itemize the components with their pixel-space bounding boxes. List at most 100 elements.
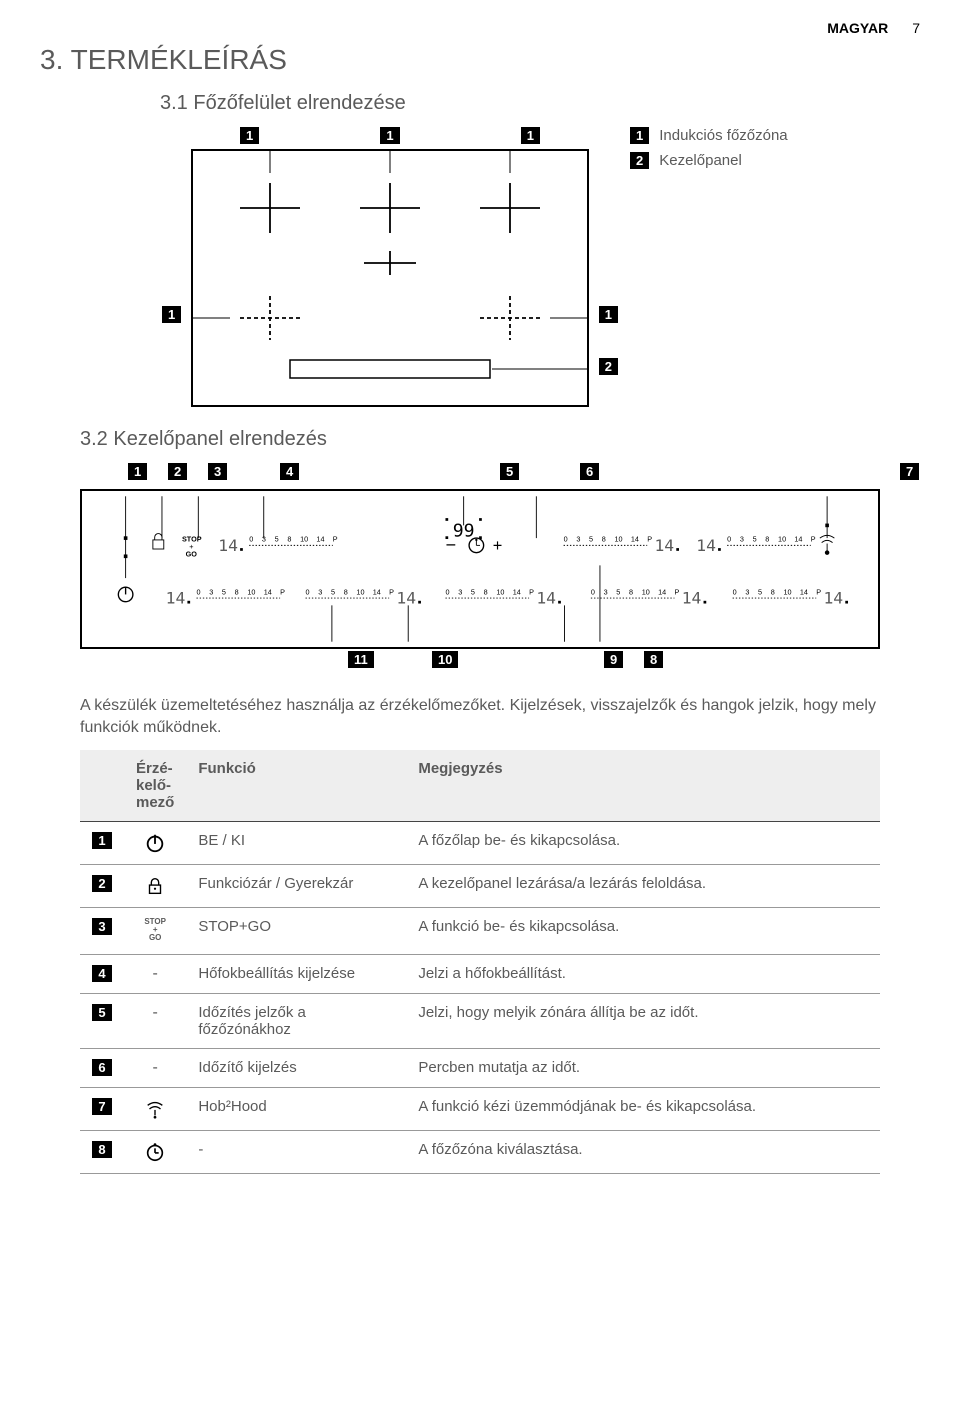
svg-text:8: 8 [602, 535, 606, 544]
row-num: 2 [92, 875, 111, 892]
svg-text:14: 14 [396, 589, 416, 608]
row-icon-dash: - [124, 954, 186, 993]
legend-num-2: 2 [630, 152, 649, 169]
svg-text:10: 10 [247, 587, 255, 596]
legend-item-1: 1 Indukciós főzőzóna [630, 127, 788, 144]
table-row: 2Funkciózár / GyerekzárA kezelőpanel lez… [80, 864, 880, 907]
legend-text-2: Kezelőpanel [659, 152, 742, 169]
legend-item-2: 2 Kezelőpanel [630, 152, 788, 169]
row-note: A funkció kézi üzemmódjának be- és kikap… [406, 1087, 880, 1130]
svg-text:0: 0 [249, 535, 253, 544]
row-num: 7 [92, 1098, 111, 1115]
th-function: Funkció [186, 750, 406, 822]
panel-callout-1: 1 [128, 463, 147, 480]
th-blank [80, 750, 124, 822]
svg-text:5: 5 [222, 587, 226, 596]
svg-text:0: 0 [445, 587, 449, 596]
section-32-description: A készülék üzemeltetéséhez használja az … [80, 695, 880, 740]
panel-callout-5: 5 [500, 463, 519, 480]
section-31-title: 3.1 Főzőfelület elrendezése [160, 92, 920, 115]
panel-callout-10: 10 [432, 651, 458, 668]
svg-text:14: 14 [682, 589, 702, 608]
row-icon-stopgo: STOP+GO [124, 907, 186, 954]
row-function: Időzítés jelzők a főzőzónákhoz [186, 993, 406, 1048]
page-number: 7 [912, 20, 920, 36]
panel-callout-11: 11 [348, 651, 374, 668]
zone-label-1c: 1 [521, 127, 540, 144]
svg-text:P: P [389, 587, 394, 596]
control-panel-diagram: 1234567 STOP + [80, 463, 880, 675]
svg-text:10: 10 [778, 535, 786, 544]
svg-text:0: 0 [196, 587, 200, 596]
panel-callout-2: 2 [168, 463, 187, 480]
row-icon-power [124, 821, 186, 864]
svg-text:5: 5 [753, 535, 757, 544]
svg-text:8: 8 [771, 587, 775, 596]
row-note: A főzőlap be- és kikapcsolása. [406, 821, 880, 864]
svg-text:5: 5 [331, 587, 335, 596]
legend-num-1: 1 [630, 127, 649, 144]
svg-text:P: P [811, 535, 816, 544]
table-row: 1 BE / KIA főzőlap be- és kikapcsolása. [80, 821, 880, 864]
panel-callout-9: 9 [604, 651, 623, 668]
svg-text:14: 14 [218, 536, 238, 555]
zone-label-left: 1 [162, 306, 181, 323]
row-function: BE / KI [186, 821, 406, 864]
row-icon-lock [124, 864, 186, 907]
svg-text:P: P [816, 587, 821, 596]
svg-text:P: P [333, 535, 338, 544]
panel-label-2: 2 [599, 358, 618, 375]
language-label: MAGYAR [827, 20, 888, 36]
row-num: 3 [92, 918, 111, 935]
svg-text:5: 5 [471, 587, 475, 596]
svg-text:8: 8 [344, 587, 348, 596]
svg-text:P: P [674, 587, 679, 596]
svg-text:14: 14 [536, 589, 556, 608]
svg-text:5: 5 [758, 587, 762, 596]
row-note: A kezelőpanel lezárása/a lezárás feloldá… [406, 864, 880, 907]
svg-text:+: + [493, 537, 503, 555]
row-icon-dash: - [124, 1048, 186, 1087]
row-function: Időzítő kijelzés [186, 1048, 406, 1087]
zone-label-1a: 1 [240, 127, 259, 144]
table-row: 8-A főzőzóna kiválasztása. [80, 1130, 880, 1173]
svg-text:14: 14 [654, 536, 674, 555]
row-note: A funkció be- és kikapcsolása. [406, 907, 880, 954]
svg-text:8: 8 [235, 587, 239, 596]
table-row: 7 Hob²HoodA funkció kézi üzemmódjának be-… [80, 1087, 880, 1130]
svg-text:GO: GO [186, 549, 198, 558]
row-num: 5 [92, 1004, 111, 1021]
control-panel-svg: STOP + GO 99 − + 1403581014P03581014P141… [82, 491, 878, 647]
svg-text:0: 0 [564, 535, 568, 544]
svg-text:0: 0 [733, 587, 737, 596]
panel-callout-3: 3 [208, 463, 227, 480]
table-row: 6-Időzítő kijelzésPercben mutatja az idő… [80, 1048, 880, 1087]
svg-text:14: 14 [794, 535, 802, 544]
svg-text:5: 5 [616, 587, 620, 596]
svg-text:14: 14 [166, 589, 186, 608]
row-icon-hood [124, 1087, 186, 1130]
svg-text:8: 8 [765, 535, 769, 544]
row-function: Hob²Hood [186, 1087, 406, 1130]
svg-text:14: 14 [800, 587, 808, 596]
row-icon-clock [124, 1130, 186, 1173]
svg-text:P: P [647, 535, 652, 544]
svg-text:14: 14 [823, 589, 843, 608]
row-num: 1 [92, 832, 111, 849]
th-note: Megjegyzés [406, 750, 880, 822]
row-icon-dash: - [124, 993, 186, 1048]
svg-text:14: 14 [264, 587, 272, 596]
row-num: 6 [92, 1059, 111, 1076]
svg-text:5: 5 [275, 535, 279, 544]
zone-label-1b: 1 [380, 127, 399, 144]
table-row: 5-Időzítés jelzők a főzőzónákhozJelzi, h… [80, 993, 880, 1048]
sensor-table: Érzé- kelő- mező Funkció Megjegyzés 1BE … [80, 750, 880, 1174]
svg-text:3: 3 [745, 587, 749, 596]
section-32-title: 3.2 Kezelőpanel elrendezés [80, 428, 920, 451]
hob-layout-diagram: 1 1 1 1 1 2 [40, 127, 920, 408]
svg-text:3: 3 [262, 535, 266, 544]
table-row: 4-Hőfokbeállítás kijelzéseJelzi a hőfokb… [80, 954, 880, 993]
panel-callout-6: 6 [580, 463, 599, 480]
svg-text:10: 10 [356, 587, 364, 596]
row-function: STOP+GO [186, 907, 406, 954]
